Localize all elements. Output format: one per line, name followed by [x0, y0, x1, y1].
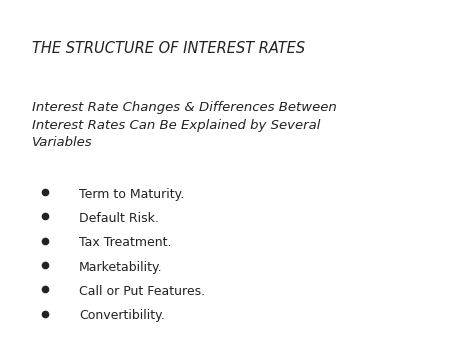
- Text: Marketability.: Marketability.: [79, 261, 162, 273]
- Text: Tax Treatment.: Tax Treatment.: [79, 236, 171, 249]
- Text: Call or Put Features.: Call or Put Features.: [79, 285, 205, 298]
- Text: THE STRUCTURE OF INTEREST RATES: THE STRUCTURE OF INTEREST RATES: [32, 41, 305, 55]
- Text: Convertibility.: Convertibility.: [79, 309, 165, 322]
- Text: Term to Maturity.: Term to Maturity.: [79, 188, 184, 200]
- Text: Default Risk.: Default Risk.: [79, 212, 158, 225]
- Text: Interest Rate Changes & Differences Between
Interest Rates Can Be Explained by S: Interest Rate Changes & Differences Betw…: [32, 101, 336, 149]
